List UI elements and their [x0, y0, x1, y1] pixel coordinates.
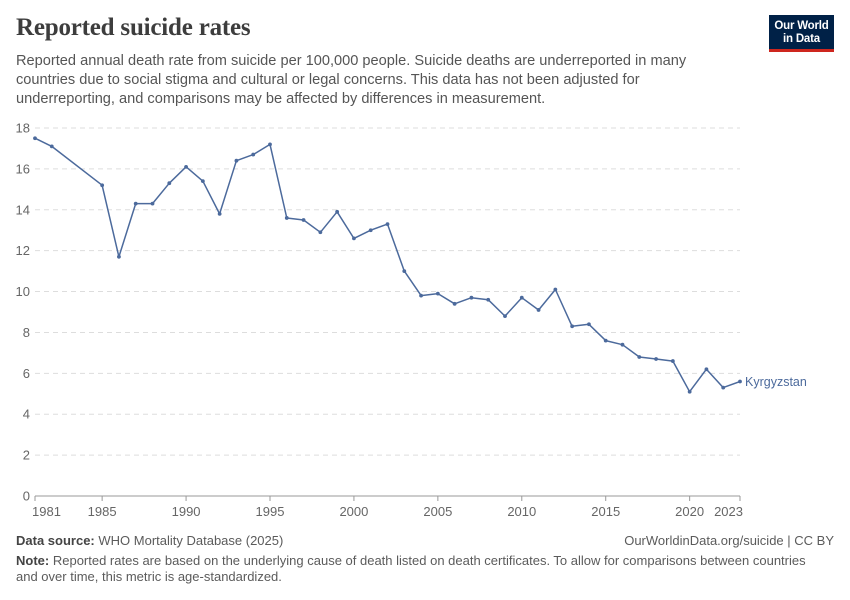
- note-label: Note:: [16, 553, 50, 568]
- data-point: [637, 355, 642, 359]
- data-point: [654, 357, 658, 361]
- data-point: [335, 209, 340, 214]
- series-line-kyrgyzstan: [34, 137, 741, 393]
- data-source: Data source: WHO Mortality Database (202…: [16, 533, 283, 548]
- data-point: [251, 152, 256, 157]
- x-tick-label: 2005: [423, 504, 452, 519]
- data-point: [385, 222, 390, 226]
- grid-layer: [35, 127, 740, 456]
- data-point: [704, 367, 709, 372]
- axis-layer: 0 2 4 6 8 10 12 14 16 18 1981 1985 1990 1995 2000 2005 2…: [16, 121, 743, 520]
- chart-title: Reported suicide rates: [16, 14, 251, 41]
- data-point: [284, 216, 289, 220]
- x-tick-label: 1990: [172, 504, 201, 519]
- data-point: [217, 211, 222, 216]
- chart-subtitle: Reported annual death rate from suicide …: [16, 53, 687, 107]
- y-tick-label: 0: [23, 489, 30, 504]
- x-tick-label: 2020: [675, 504, 704, 519]
- data-source-text: WHO Mortality Database (2025): [98, 533, 284, 548]
- data-point: [570, 324, 575, 329]
- data-point: [150, 201, 155, 206]
- y-tick-label: 18: [16, 121, 30, 136]
- data-point: [435, 291, 440, 296]
- data-point: [419, 293, 423, 298]
- data-point: [352, 236, 356, 241]
- series-label: Kyrgyzstan: [745, 375, 807, 389]
- data-point: [49, 144, 54, 149]
- data-point: [452, 301, 457, 306]
- source-link[interactable]: OurWorldinData.org/suicide | CC BY: [624, 533, 834, 548]
- data-point: [670, 359, 675, 363]
- note-text: Reported rates are based on the underlyi…: [16, 553, 806, 584]
- data-point: [117, 254, 121, 259]
- y-tick-label: 8: [23, 325, 30, 340]
- data-point: [687, 389, 692, 394]
- x-tick-label: 1985: [88, 504, 117, 519]
- data-source-label: Data source:: [16, 533, 95, 548]
- y-tick-label: 14: [16, 202, 30, 217]
- x-tick-label: 2000: [339, 504, 368, 519]
- logo-line-1: Our World: [774, 20, 829, 32]
- data-point: [234, 158, 239, 163]
- logo-line-2: in Data: [783, 33, 820, 45]
- y-tick-label: 12: [16, 243, 30, 258]
- x-tick-label: 1995: [256, 504, 285, 519]
- data-point: [620, 342, 625, 347]
- data-point: [167, 181, 172, 186]
- x-tick-label: 1981: [32, 504, 61, 519]
- x-tick-label: 2010: [507, 504, 536, 519]
- data-point: [402, 269, 407, 274]
- series-layer: Kyrgyzstan: [33, 136, 807, 394]
- y-tick-label: 10: [16, 284, 30, 299]
- data-point: [469, 295, 474, 300]
- data-point: [318, 230, 323, 235]
- x-tick-label: 2023: [714, 504, 743, 519]
- data-point: [268, 142, 272, 147]
- y-tick-label: 2: [23, 448, 30, 463]
- x-tick-label: 2015: [591, 504, 620, 519]
- y-tick-label: 16: [16, 161, 30, 176]
- data-point: [200, 179, 205, 184]
- data-point: [536, 308, 541, 312]
- data-point: [553, 287, 558, 292]
- data-point: [503, 314, 507, 318]
- chart-note: Note: Reported rates are based on the un…: [16, 553, 816, 585]
- owid-logo[interactable]: Our World in Data: [769, 15, 834, 52]
- data-point: [100, 183, 105, 188]
- data-point: [587, 322, 591, 327]
- data-point: [184, 164, 188, 169]
- y-tick-label: 6: [23, 366, 30, 381]
- data-point: [603, 338, 608, 343]
- data-point: [301, 218, 306, 222]
- data-point: [368, 228, 373, 233]
- data-point: [519, 295, 524, 300]
- data-point: [133, 201, 138, 206]
- data-point: [33, 136, 37, 141]
- y-tick-label: 4: [23, 407, 30, 422]
- data-point: [486, 297, 491, 302]
- data-point: [721, 385, 726, 390]
- data-point: [738, 379, 742, 384]
